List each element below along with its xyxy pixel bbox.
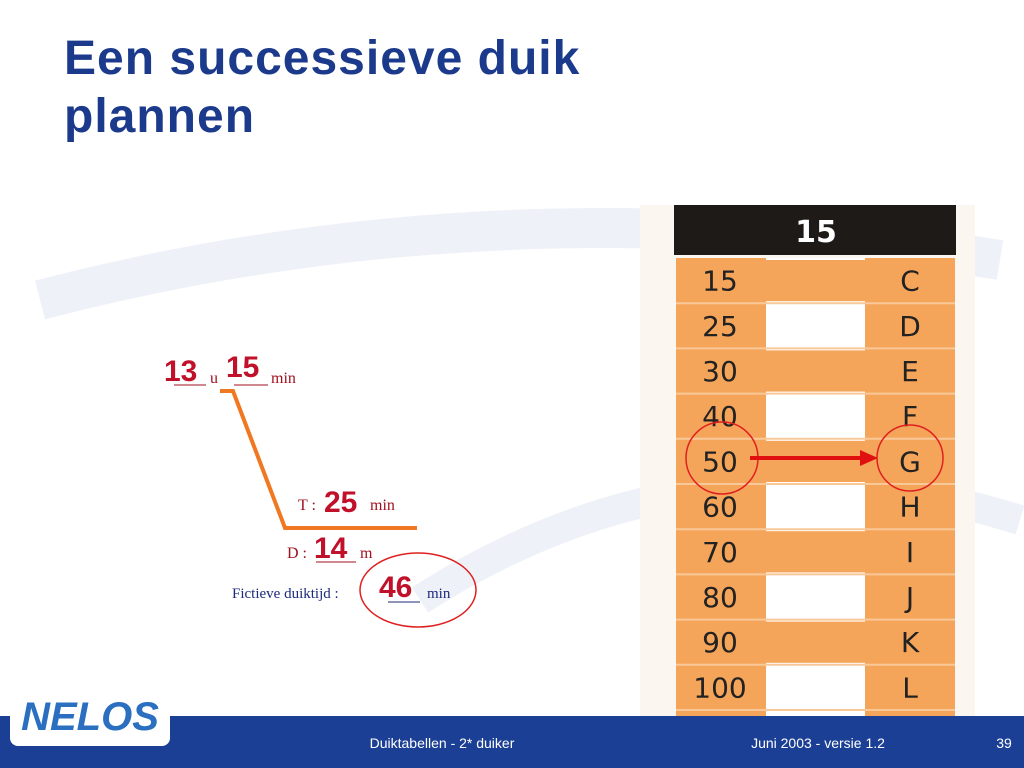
group-cell: K <box>901 626 920 659</box>
arrow-head <box>860 450 878 466</box>
group-column <box>865 258 955 717</box>
group-cell: H <box>899 491 920 524</box>
start-minutes: 15 <box>226 351 259 384</box>
depth-unit: m <box>360 545 373 562</box>
depth-cell: 30 <box>702 355 738 388</box>
group-cell: L <box>902 671 918 704</box>
middle-stripe <box>766 440 865 482</box>
middle-stripe <box>766 621 865 663</box>
minutes-unit: min <box>271 370 296 387</box>
time-label: T : <box>298 497 316 514</box>
middle-stripe <box>766 260 865 302</box>
group-cell: E <box>901 355 919 388</box>
hours-unit: u <box>210 370 218 387</box>
middle-stripe <box>766 350 865 392</box>
group-cell: C <box>900 265 920 298</box>
fictive-label: Fictieve duiktijd : <box>232 586 339 602</box>
dive-profile <box>220 389 417 530</box>
depth: 14 <box>314 532 348 565</box>
footer-version: Juni 2003 - versie 1.2 <box>751 735 885 751</box>
group-cell: J <box>904 581 914 614</box>
logo-box <box>10 686 170 746</box>
depth-cell: 40 <box>702 400 738 433</box>
depth-cell: 70 <box>702 536 738 569</box>
fictive-unit: min <box>427 586 451 602</box>
page-number: 39 <box>996 735 1012 751</box>
depth-cell: 25 <box>702 310 738 343</box>
group-cell: D <box>899 310 921 343</box>
depth-cell: 90 <box>702 626 738 659</box>
start-hours: 13 <box>164 355 197 388</box>
footer-course: Duiktabellen - 2* duiker <box>370 735 515 751</box>
depth-label: D : <box>287 545 307 562</box>
middle-stripe <box>766 531 865 573</box>
logo: NELOS <box>21 695 159 739</box>
group-cell: G <box>899 445 921 478</box>
highlight-circle <box>359 552 477 628</box>
time-unit: min <box>370 497 395 514</box>
table-header-band <box>674 205 956 255</box>
slide-title: Een successieve duik plannen <box>64 32 581 143</box>
depth-column <box>676 258 766 717</box>
footer-bar <box>0 716 1024 768</box>
depth-cell: 15 <box>702 265 738 298</box>
group-cell: F <box>902 400 918 433</box>
group-cell: I <box>906 536 914 569</box>
fictive-time: 46 <box>379 571 412 604</box>
depth-cell: 100 <box>693 671 746 704</box>
time: 25 <box>324 486 357 519</box>
table-header: 15 <box>795 215 837 250</box>
table-rows: 15 C 25 D 30 E 40 F 50 G 60 H 70 I 80 J 90 K 100 L <box>676 260 955 711</box>
depth-cell: 60 <box>702 491 738 524</box>
depth-cell: 80 <box>702 581 738 614</box>
depth-cell: 50 <box>702 445 738 478</box>
